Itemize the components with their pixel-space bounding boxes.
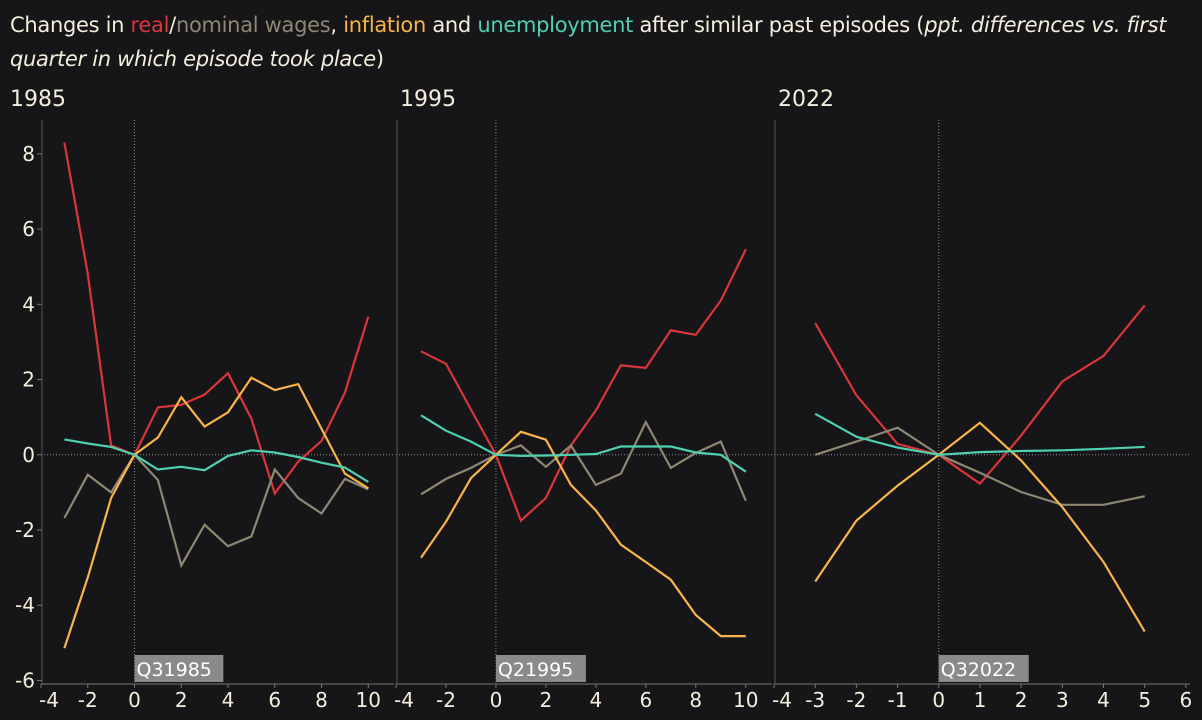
- title-text: /: [169, 13, 176, 37]
- series-unemployment-line: [64, 438, 369, 483]
- series-inflation-line: [63, 376, 369, 649]
- x-tick-label: -4: [394, 688, 414, 712]
- x-tick-label: 4: [1097, 688, 1110, 712]
- x-tick-label: 0: [490, 688, 503, 712]
- x-tick-label: -4: [39, 688, 59, 712]
- episode-label: Q31985: [137, 659, 212, 681]
- title-text: Changes in: [10, 13, 131, 37]
- series-nominal-line: [420, 419, 747, 502]
- x-tick-label: -2: [78, 688, 98, 712]
- x-tick-label: 6: [268, 688, 281, 712]
- x-tick-label: 2: [175, 688, 188, 712]
- episode-label: Q21995: [498, 659, 573, 681]
- legend-real: real: [130, 13, 170, 37]
- x-tick-label: -3: [805, 688, 825, 712]
- y-tick-label: -6: [15, 668, 35, 692]
- episode-label-box: [938, 655, 1029, 682]
- series-real-line: [63, 142, 370, 496]
- x-tick-label: 10: [733, 688, 758, 712]
- series-nominal-line: [814, 426, 1145, 506]
- x-tick-label: 8: [315, 688, 328, 712]
- legend-unemployment: unemployment: [477, 13, 634, 37]
- x-tick-label: 4: [222, 688, 235, 712]
- panel-title: 1985: [10, 87, 66, 112]
- title-text: and: [425, 13, 478, 37]
- episode-label-box: [134, 655, 224, 682]
- panel-title: 1995: [400, 87, 456, 112]
- x-tick-label: 10: [356, 688, 381, 712]
- chart-title: Changes in real/nominal wages, inflation…: [10, 8, 1200, 76]
- panel-title: 2022: [778, 87, 834, 112]
- legend-inflation: inflation: [343, 13, 426, 37]
- x-tick-label: -2: [436, 688, 456, 712]
- x-tick-label: -2: [846, 688, 866, 712]
- episode-label-box: [495, 655, 586, 682]
- y-tick-label: -2: [15, 518, 35, 542]
- title-text: ): [375, 47, 384, 71]
- panel-1995: 1995 -4 -2 0 2 4 6 8 10 Q21995: [394, 87, 772, 712]
- title-note: ppt. differences vs. first quarter in wh…: [10, 13, 1167, 71]
- y-tick-label: 4: [22, 292, 35, 316]
- x-tick-label: 1: [974, 688, 987, 712]
- y-tick-label: -4: [15, 593, 35, 617]
- title-text: ,: [330, 13, 344, 37]
- x-tick-label: 8: [689, 688, 702, 712]
- series-inflation-line: [420, 430, 746, 638]
- y-tick-label: 8: [22, 142, 35, 166]
- x-tick-label: 3: [1056, 688, 1069, 712]
- series-nominal-line: [63, 452, 369, 569]
- title-text: after similar past episodes (: [633, 13, 925, 37]
- x-tick-label: -1: [888, 688, 908, 712]
- y-tick-label: 2: [22, 368, 35, 392]
- x-tick-label: 5: [1138, 688, 1151, 712]
- legend-nominal: nominal wages: [175, 13, 331, 37]
- panel-2022: 2022 -4 -3 -2 -1 0 1 2 3 4 5 6 Q32022: [772, 87, 1192, 712]
- x-tick-label: 6: [639, 688, 652, 712]
- x-tick-label: 4: [589, 688, 602, 712]
- series-real-line: [420, 248, 747, 523]
- x-tick-label: 0: [128, 688, 141, 712]
- series-unemployment-line: [420, 414, 747, 473]
- x-tick-label: 2: [1015, 688, 1028, 712]
- x-tick-label: -4: [772, 688, 792, 712]
- series-inflation-line: [814, 421, 1146, 633]
- x-tick-label: 2: [540, 688, 553, 712]
- series-unemployment-line: [814, 412, 1145, 456]
- episode-label: Q32022: [941, 659, 1016, 681]
- x-tick-label: 0: [932, 688, 945, 712]
- series-real-line: [814, 304, 1146, 486]
- y-tick-label: 6: [22, 217, 35, 241]
- x-tick-label: 6: [1180, 688, 1193, 712]
- y-tick-label: 0: [22, 443, 35, 467]
